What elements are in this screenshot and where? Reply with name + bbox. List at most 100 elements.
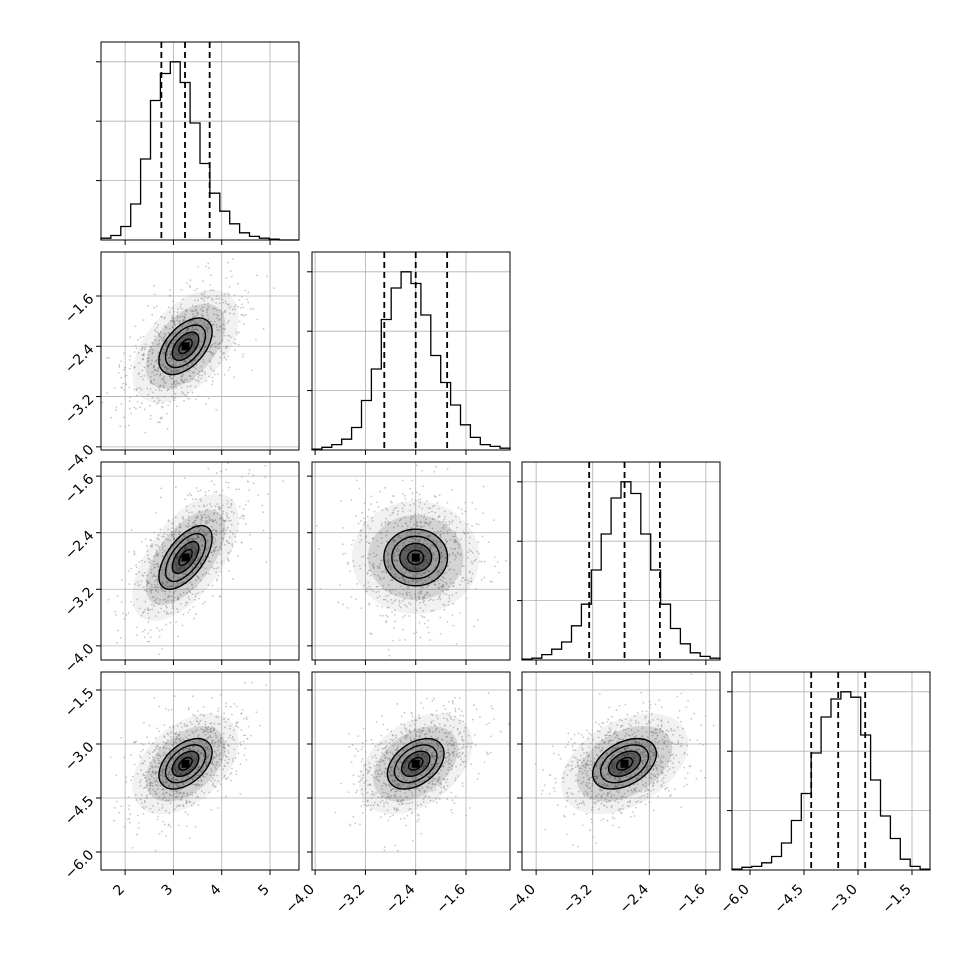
scatter-point xyxy=(462,782,464,784)
scatter-point xyxy=(608,706,610,708)
scatter-point xyxy=(447,502,449,504)
scatter-point xyxy=(136,567,138,569)
scatter-point xyxy=(650,704,652,706)
scatter-point xyxy=(476,523,478,525)
scatter-point xyxy=(334,812,336,814)
scatter-point xyxy=(117,595,119,597)
scatter-point xyxy=(155,512,157,514)
scatter-point xyxy=(655,703,657,705)
scatter-point xyxy=(446,798,448,800)
scatter-point xyxy=(133,407,135,409)
scatter-point xyxy=(192,714,194,716)
scatter-point xyxy=(420,702,422,704)
scatter-point xyxy=(352,744,354,746)
scatter-point xyxy=(372,743,374,745)
scatter-point xyxy=(217,373,219,375)
scatter-point xyxy=(129,359,131,361)
scatter-point xyxy=(144,432,146,434)
scatter-point xyxy=(247,481,249,483)
scatter-point xyxy=(230,270,232,272)
scatter-point xyxy=(155,850,157,852)
scatter-point xyxy=(159,833,161,835)
scatter-point xyxy=(439,617,441,619)
scatter-point xyxy=(189,244,191,246)
scatter-point xyxy=(416,465,418,467)
scatter-point xyxy=(320,588,322,590)
scatter-point xyxy=(246,298,248,300)
scatter-point xyxy=(239,506,241,508)
scatter-point xyxy=(183,400,185,402)
scatter-point xyxy=(498,572,500,574)
scatter-point xyxy=(380,615,382,617)
scatter-point xyxy=(488,722,490,724)
scatter-point xyxy=(475,588,477,590)
scatter-point xyxy=(244,747,246,749)
scatter-point xyxy=(123,389,125,391)
scatter-point xyxy=(465,501,467,503)
density-peak xyxy=(182,342,190,350)
scatter-point xyxy=(361,607,363,609)
scatter-point xyxy=(481,579,483,581)
scatter-point xyxy=(207,468,209,470)
panel-content xyxy=(535,673,743,847)
scatter-point xyxy=(413,633,415,635)
scatter-point xyxy=(212,585,214,587)
scatter-point xyxy=(242,709,244,711)
scatter-point xyxy=(353,774,355,776)
scatter-point xyxy=(121,387,123,389)
scatter-point xyxy=(118,366,120,368)
scatter-point xyxy=(140,751,142,753)
scatter-point xyxy=(219,595,221,597)
scatter-point xyxy=(388,649,390,651)
scatter-point xyxy=(481,561,483,563)
scatter-point xyxy=(134,351,136,353)
density-peak xyxy=(412,760,420,768)
scatter-point xyxy=(248,489,250,491)
scatter-point xyxy=(130,754,132,756)
scatter-point xyxy=(183,614,185,616)
scatter-point xyxy=(197,710,199,712)
scatter-point xyxy=(370,503,372,505)
scatter-point xyxy=(200,489,202,491)
scatter-point xyxy=(171,709,173,711)
scatter-point xyxy=(204,601,206,603)
scatter-point xyxy=(645,804,647,806)
scatter-point xyxy=(208,267,210,269)
scatter-point xyxy=(250,308,252,310)
scatter-point xyxy=(225,778,227,780)
scatter-point xyxy=(175,486,177,488)
scatter-point xyxy=(184,498,186,500)
scatter-point xyxy=(404,639,406,641)
scatter-point xyxy=(133,741,135,743)
scatter-point xyxy=(356,790,358,792)
scatter-point xyxy=(211,383,213,385)
scatter-point xyxy=(126,614,128,616)
scatter-point xyxy=(167,428,169,430)
scatter-point xyxy=(146,736,148,738)
scatter-point xyxy=(163,724,165,726)
scatter-point xyxy=(355,748,357,750)
scatter-point xyxy=(478,773,480,775)
scatter-point xyxy=(189,837,191,839)
scatter-point xyxy=(121,601,123,603)
scatter-point xyxy=(138,561,140,563)
scatter-point xyxy=(225,796,227,798)
scatter-point xyxy=(577,846,579,848)
scatter-point xyxy=(143,744,145,746)
scatter-point xyxy=(408,615,410,617)
scatter-point xyxy=(248,726,250,728)
scatter-point xyxy=(249,469,251,471)
panel-content xyxy=(93,244,275,450)
scatter-point xyxy=(133,554,135,556)
scatter-point xyxy=(235,541,237,543)
scatter-point xyxy=(233,376,235,378)
scatter-point xyxy=(217,807,219,809)
scatter-point xyxy=(212,595,214,597)
scatter-point xyxy=(217,790,219,792)
scatter-point xyxy=(475,508,477,510)
scatter-point xyxy=(245,523,247,525)
scatter-point xyxy=(147,621,149,623)
scatter-point xyxy=(250,548,252,550)
scatter-point xyxy=(352,539,354,541)
scatter-point xyxy=(364,503,366,505)
